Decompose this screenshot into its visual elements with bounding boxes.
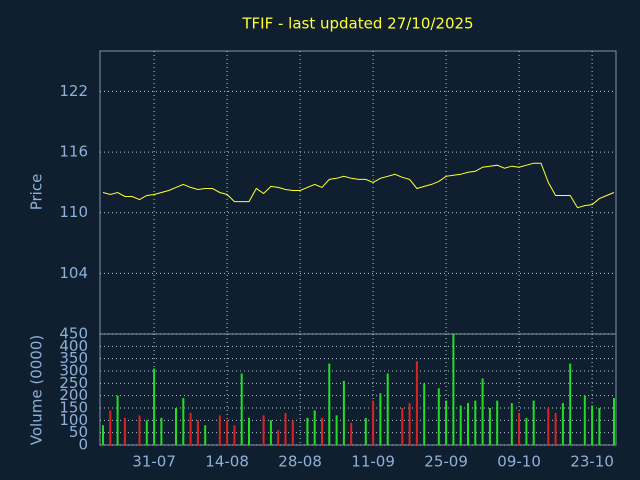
volume-bar [284,412,287,445]
volume-bar [189,412,192,445]
x-tick-label: 28-08 [278,453,322,471]
volume-bar [145,420,148,445]
plot-frame [99,333,617,446]
volume-bar [372,400,375,445]
x-tick-label: 09-10 [497,453,541,471]
volume-bar [591,405,594,445]
y-tick-label: 50 [69,423,88,441]
volume-bar [415,361,418,445]
volume-bar [350,422,353,445]
volume-bar [386,373,389,445]
volume-bar [153,368,156,445]
volume-bar [481,378,484,445]
volume-bar [240,373,243,445]
volume-bar [182,398,185,445]
volume-bar [554,412,557,445]
volume-bar [518,412,521,445]
volume-bar [401,408,404,445]
y-tick-label: 150 [59,399,88,417]
volume-bar [138,415,141,445]
volume-bar [269,420,272,445]
price-line [102,162,615,209]
volume-bar [459,405,462,445]
volume-bar [196,420,199,445]
volume-bar [474,400,477,445]
volume-bar [248,417,250,445]
volume-bar [364,417,367,445]
volume-bar [175,408,177,445]
volume-bar [561,403,564,445]
volume-bar [123,417,126,445]
x-tick-label: 23-10 [570,453,614,471]
y-tick-label: 350 [59,349,88,367]
volume-bar [233,425,236,445]
volume-bar [613,398,615,445]
volume-bar [583,395,586,445]
volume-bar [109,410,112,445]
x-tick-label: 14-08 [205,453,249,471]
volume-bar [313,410,316,445]
volume-bar [321,417,323,445]
y-tick-label: 300 [59,362,88,380]
y-tick-label: 116 [59,143,88,161]
volume-bar [342,380,345,445]
volume-bar [328,363,331,445]
volume-bar [277,430,280,445]
y-tick-label: 104 [59,264,88,282]
x-tick-label: 11-09 [351,453,395,471]
volume-bar [510,403,513,445]
volume-bar [547,408,550,445]
y-tick-label: 0 [78,436,88,454]
y-tick-label: 122 [59,82,88,100]
y-tick-label: 100 [59,411,88,429]
volume-bar [598,408,601,445]
volume-bar [335,415,338,445]
y-tick-label: 450 [59,325,88,343]
volume-bar [452,334,455,445]
volume-bar [102,425,104,445]
volume-bar [226,420,229,445]
volume-bar [467,403,469,445]
y-tick-label: 400 [59,337,88,355]
volume-bar [204,425,207,445]
volume-bar [496,400,499,445]
volume-bar [445,400,448,445]
volume-bar [306,417,309,445]
volume-bar [262,415,265,445]
volume-bar [525,417,528,445]
x-tick-label: 25-09 [424,453,468,471]
volume-bar [569,363,572,445]
y-axis-label: Volume (0000) [28,335,46,445]
volume-bar [291,420,294,445]
volume-bar [532,400,535,445]
y-tick-label: 110 [59,203,88,221]
chart-title: TFIF - last updated 27/10/2025 [241,15,473,33]
volume-bar [379,393,382,445]
y-tick-label: 250 [59,374,88,392]
volume-bar [116,395,119,445]
y-tick-label: 200 [59,386,88,404]
x-tick-label: 31-07 [132,453,176,471]
volume-bar [218,415,221,445]
volume-bar [160,417,163,445]
volume-bar [437,388,440,445]
volume-bar [408,403,411,445]
volume-bar [488,408,491,445]
volume-bar [423,383,426,445]
y-axis-label: Price [28,174,46,211]
